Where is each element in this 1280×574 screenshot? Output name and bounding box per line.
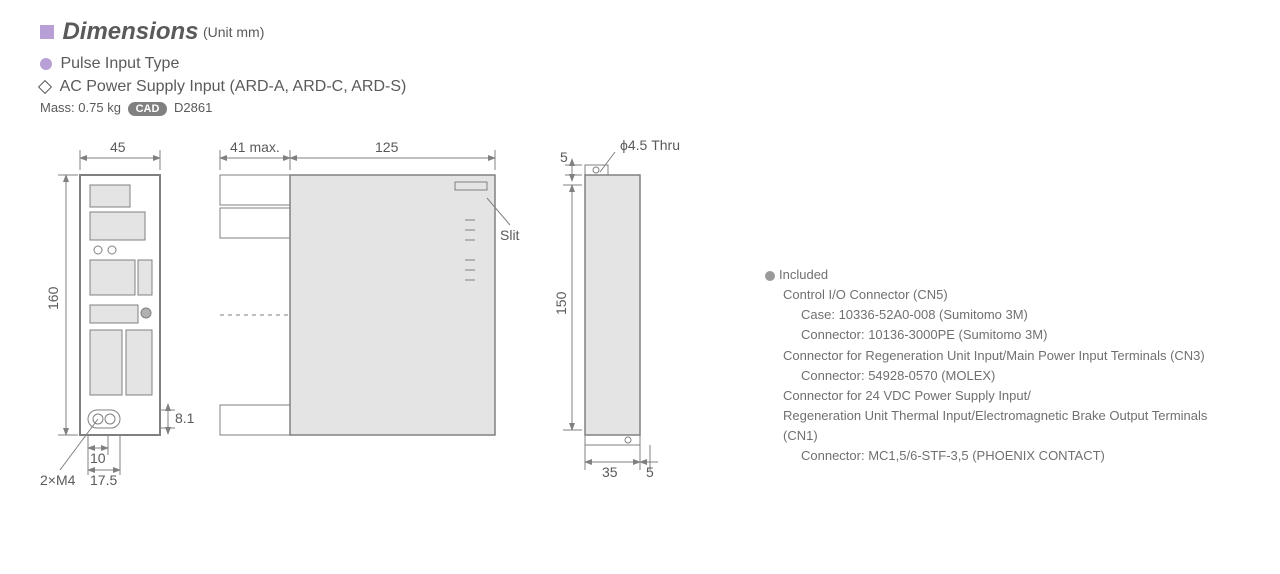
included-line-9: Connector: MC1,5/6-STF-3,5 (PHOENIX CONT… [765,446,1207,466]
pulse-input-label: Pulse Input Type [60,55,179,72]
dim-phi45: ϕ4.5 Thru [620,137,680,153]
included-line-5: Connector: 54928-0570 (MOLEX) [765,366,1207,386]
dim-5-bot: 5 [646,464,654,480]
side-view: 41 max. 125 Slit [220,139,520,435]
dim-150: 150 [553,291,569,315]
gray-bullet-icon [765,271,775,281]
included-line-1: Control I/O Connector (CN5) [765,285,1207,305]
included-line-3: Connector: 10136-3000PE (Sumitomo 3M) [765,325,1207,345]
dim-160: 160 [45,286,61,310]
model-numbers: (ARD-A, ARD-C, ARD-S) [229,78,406,95]
cad-number: D2861 [174,100,212,115]
included-line-7: Regeneration Unit Thermal Input/Electrom… [765,406,1207,426]
included-section: Included Control I/O Connector (CN5) Cas… [765,265,1207,466]
cad-badge: CAD [128,102,168,116]
mass-line: Mass: 0.75 kg CAD D2861 [40,100,212,116]
dim-17-5: 17.5 [90,472,117,488]
back-view: ϕ4.5 Thru 5 150 35 5 [553,137,680,480]
main-title: Dimensions [62,18,198,45]
dim-10: 10 [90,450,106,466]
front-view: 45 160 8.1 2×M4 10 [40,139,195,488]
diagram-area: 45 160 8.1 2×M4 10 [40,130,760,535]
slit-label: Slit [500,227,520,243]
included-line-4: Connector for Regeneration Unit Input/Ma… [765,346,1207,366]
dim-8-1: 8.1 [175,410,195,426]
dim-41max: 41 max. [230,139,280,155]
subheader-1: Pulse Input Type [40,55,179,73]
unit-label: (Unit mm) [203,24,264,40]
included-heading: Included [779,267,828,282]
included-line-8: (CN1) [765,426,1207,446]
included-line-6: Connector for 24 VDC Power Supply Input/ [765,386,1207,406]
dimension-diagram: 45 160 8.1 2×M4 10 [40,130,760,530]
dim-5-top: 5 [560,149,568,165]
diamond-bullet-icon [38,80,52,94]
included-line-2: Case: 10336-52A0-008 (Sumitomo 3M) [765,305,1207,325]
subheader-2: AC Power Supply Input (ARD-A, ARD-C, ARD… [40,78,406,96]
dim-35: 35 [602,464,618,480]
power-supply-label: AC Power Supply Input [60,78,225,95]
dim-125: 125 [375,139,399,155]
dim-45: 45 [110,139,126,155]
note-2m4: 2×M4 [40,472,76,488]
mass-value: Mass: 0.75 kg [40,100,121,115]
header: Dimensions (Unit mm) [40,18,264,46]
circle-bullet-icon [40,58,52,70]
square-bullet-icon [40,25,54,39]
